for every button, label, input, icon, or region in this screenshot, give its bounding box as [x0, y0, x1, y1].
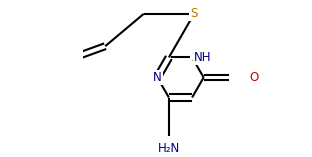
Text: S: S	[190, 7, 198, 20]
Text: NH: NH	[194, 51, 212, 64]
Text: O: O	[249, 71, 258, 84]
Text: H₂N: H₂N	[158, 142, 180, 155]
Text: N: N	[153, 71, 162, 84]
